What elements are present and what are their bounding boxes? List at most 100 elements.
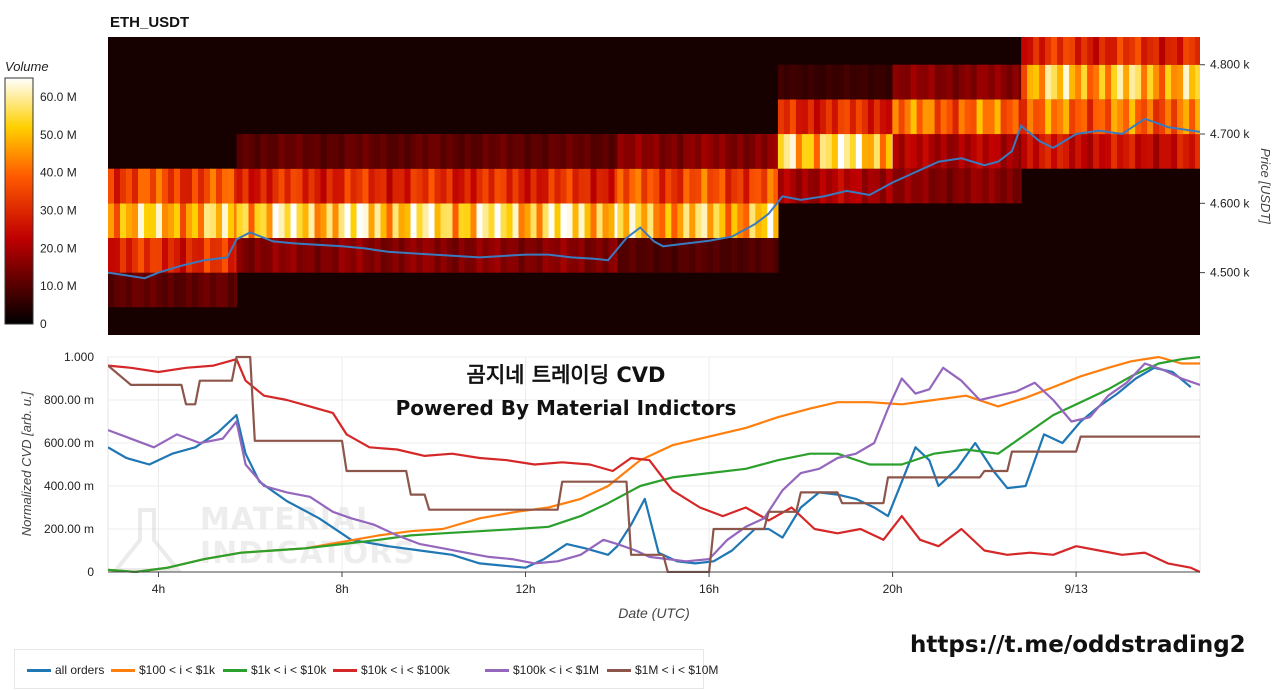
heatmap-cell — [1027, 37, 1034, 65]
heatmap-cell — [653, 238, 660, 273]
heatmap-cell — [1033, 99, 1040, 135]
heatmap-cell — [380, 238, 388, 273]
heatmap-cell — [1123, 99, 1130, 135]
heatmap-cell — [332, 134, 340, 169]
heatmap-cell — [410, 238, 418, 273]
heatmap-cell — [566, 238, 574, 273]
heatmap-cell — [767, 168, 774, 204]
heatmap-cell — [916, 134, 924, 169]
heatmap-cell — [260, 168, 268, 204]
heatmap-cell — [671, 168, 678, 204]
heatmap-cell — [602, 134, 610, 169]
heatmap-cell — [1105, 37, 1112, 65]
heatmap-cell — [910, 99, 918, 135]
heatmap-cell — [422, 168, 430, 204]
heatmap-cell — [731, 238, 738, 273]
heatmap-cell — [368, 168, 376, 204]
cvd-y-tick-label: 800.00 m — [44, 393, 94, 407]
heatmap-cell — [560, 238, 568, 273]
heatmap-cell — [446, 168, 454, 204]
heatmap-cell — [560, 134, 568, 169]
heatmap-cell — [284, 238, 292, 273]
heatmap-cell — [1045, 64, 1052, 100]
watermark-subtitle: Powered By Material Indictors — [396, 396, 737, 420]
heatmap-cell — [302, 238, 310, 273]
heatmap-cell — [683, 134, 690, 169]
heatmap-cell — [892, 99, 900, 135]
heatmap-cell — [126, 168, 133, 204]
heatmap-cell — [1189, 99, 1196, 135]
cvd-series-line — [108, 366, 1192, 569]
heatmap-cell — [1123, 37, 1130, 65]
price-tick-label: 4.500 k — [1210, 266, 1250, 280]
heatmap-cell — [572, 238, 580, 273]
cvd-x-tick-label: 8h — [335, 582, 348, 596]
heatmap-cell — [476, 238, 484, 273]
heatmap-cell — [180, 203, 187, 238]
heatmap-cell — [777, 99, 785, 135]
heatmap-cell — [524, 203, 532, 238]
heatmap-cell — [928, 64, 936, 100]
heatmap-plot-area — [108, 37, 1200, 335]
heatmap-cell — [308, 203, 316, 238]
heatmap-cell — [891, 99, 894, 135]
heatmap-cell — [126, 203, 133, 238]
heatmap-cell — [308, 168, 316, 204]
heatmap-cell — [1177, 64, 1184, 100]
heatmap-cell — [398, 134, 406, 169]
heatmap-cell — [470, 168, 478, 204]
heatmap-cell — [891, 134, 894, 169]
heatmap-cell — [783, 64, 791, 100]
legend-label: $10k < i < $100k — [361, 663, 450, 677]
heatmap-cell — [958, 134, 966, 169]
heatmap-cell — [825, 134, 833, 169]
heatmap-cell — [428, 203, 436, 238]
heatmap-cell — [801, 134, 809, 169]
colorbar-tick-label: 0 — [40, 317, 47, 331]
heatmap-cell — [659, 238, 666, 273]
heatmap-cell — [892, 134, 900, 169]
heatmap-cell — [204, 238, 211, 273]
heatmap-cell — [916, 99, 924, 135]
heatmap-cell — [789, 64, 797, 100]
heatmap-cell — [470, 203, 478, 238]
heatmap-cell — [464, 134, 472, 169]
heatmap-cell — [1129, 99, 1136, 135]
heatmap-cell — [1006, 168, 1014, 204]
heatmap-cell — [1159, 99, 1166, 135]
heatmap-cell — [578, 203, 586, 238]
heatmap-cell — [982, 99, 990, 135]
heatmap-cell — [922, 134, 930, 169]
heatmap-cell — [350, 238, 358, 273]
heatmap-cell — [362, 238, 370, 273]
heatmap-cell — [590, 134, 598, 169]
heatmap-cell — [1165, 134, 1172, 169]
heatmap-cell — [964, 168, 972, 204]
heatmap-cell — [743, 168, 750, 204]
heatmap-cell — [584, 238, 592, 273]
heatmap-cell — [314, 238, 322, 273]
heatmap-cell — [216, 168, 223, 204]
heatmap-cell — [988, 168, 996, 204]
heatmap-cell — [132, 203, 139, 238]
heatmap-cell — [807, 99, 815, 135]
heatmap-cell — [482, 168, 490, 204]
heatmap-cell — [186, 168, 193, 204]
heatmap-cell — [671, 238, 678, 273]
heatmap-cell — [174, 203, 181, 238]
colorbar-tick-label: 50.0 M — [40, 128, 77, 142]
heatmap-cell — [761, 238, 768, 273]
heatmap-cell — [873, 134, 881, 169]
heatmap-cell — [1141, 64, 1148, 100]
heatmap-cell — [773, 134, 779, 169]
heatmap-cell — [416, 134, 424, 169]
heatmap-cell — [755, 134, 762, 169]
heatmap-cell — [671, 203, 678, 238]
heatmap-cell — [849, 134, 857, 169]
telegram-link[interactable]: https://t.me/oddstrading2 — [910, 632, 1246, 658]
heatmap-cell — [795, 99, 803, 135]
heatmap-cell — [1153, 64, 1160, 100]
heatmap-cell — [222, 272, 229, 308]
heatmap-cell — [1018, 168, 1022, 204]
heatmap-cell — [623, 238, 630, 273]
